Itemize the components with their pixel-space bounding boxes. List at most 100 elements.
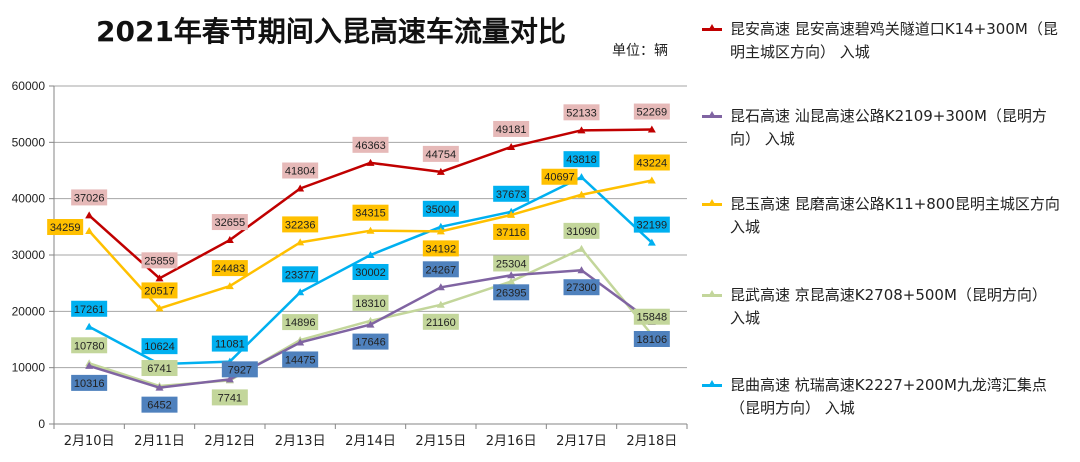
data-label: 37026 xyxy=(71,189,108,206)
data-label: 21160 xyxy=(422,313,459,330)
data-label: 10316 xyxy=(71,374,108,391)
data-label-text: 15848 xyxy=(637,312,668,324)
data-point-marker xyxy=(577,190,586,198)
data-label-text: 49181 xyxy=(496,124,527,136)
data-point-marker xyxy=(507,271,516,279)
data-label-text: 35004 xyxy=(426,204,457,216)
data-point-marker xyxy=(366,320,375,328)
data-label-bg xyxy=(563,222,600,239)
data-label-text: 37116 xyxy=(496,227,526,239)
data-label: 34259 xyxy=(47,219,84,236)
data-label-text: 30002 xyxy=(355,267,386,279)
data-label-bg xyxy=(282,162,319,179)
data-label-text: 41804 xyxy=(285,166,316,178)
data-point-marker xyxy=(647,238,656,246)
y-tick-label: 20000 xyxy=(12,304,46,318)
data-label: 23377 xyxy=(282,266,319,283)
data-label-text: 34315 xyxy=(355,208,386,220)
data-label-text: 14896 xyxy=(285,317,316,329)
data-label-text: 43818 xyxy=(566,154,597,166)
data-label: 18310 xyxy=(352,294,389,311)
data-label-bg xyxy=(282,216,319,233)
data-label-bg xyxy=(633,154,670,171)
data-label-text: 44754 xyxy=(426,149,457,161)
data-label: 31090 xyxy=(563,222,600,239)
x-tick-label: 2月18日 xyxy=(626,434,677,449)
data-point-marker xyxy=(155,383,164,391)
x-tick-label: 2月14日 xyxy=(345,434,396,449)
data-point-marker xyxy=(366,158,375,166)
data-point-marker xyxy=(296,338,305,346)
data-label: 37673 xyxy=(493,185,530,202)
axes: 0 10000 20000 30000 40000 50000 60000 2月10日 2月11… xyxy=(12,79,688,449)
data-label-bg xyxy=(352,263,389,280)
y-tick-label: 10000 xyxy=(12,361,46,375)
data-label: 52269 xyxy=(633,103,670,120)
legend-label: 昆石高速 汕昆高速公路K2109+300M（昆明方 向） 入城 xyxy=(730,107,1047,148)
triangle-marker-icon xyxy=(708,199,716,206)
data-point-marker xyxy=(436,283,445,291)
data-label: 49181 xyxy=(493,120,530,137)
data-label: 7741 xyxy=(211,389,248,406)
data-label-bg xyxy=(141,360,178,377)
x-tick-label: 2月16日 xyxy=(486,434,537,449)
data-label-text: 46363 xyxy=(355,140,386,152)
data-label: 11081 xyxy=(211,335,248,352)
data-label-bg xyxy=(352,333,389,350)
data-point-marker xyxy=(366,316,375,324)
data-label-bg xyxy=(221,361,258,378)
data-label-bg xyxy=(633,308,670,325)
triangle-marker-icon xyxy=(708,290,716,297)
data-label-text: 34259 xyxy=(50,222,81,234)
data-label-text: 18106 xyxy=(637,334,668,346)
data-label-text: 24483 xyxy=(215,263,246,275)
data-point-marker xyxy=(647,176,656,184)
data-label: 30002 xyxy=(352,263,389,280)
x-tick-label: 2月10日 xyxy=(64,434,115,449)
data-label: 32655 xyxy=(211,214,248,231)
data-label-text: 52133 xyxy=(566,107,597,119)
data-label: 10624 xyxy=(141,338,178,355)
unit-label: 单位：辆 xyxy=(612,43,668,59)
data-label-text: 17261 xyxy=(74,304,105,316)
triangle-marker-icon xyxy=(708,24,716,31)
data-label: 37116 xyxy=(493,223,530,240)
x-tick-label: 2月17日 xyxy=(556,434,607,449)
data-label-bg xyxy=(141,338,178,355)
data-label-bg xyxy=(563,104,600,121)
data-point-marker xyxy=(225,236,234,244)
data-label-text: 27300 xyxy=(566,282,597,294)
data-label: 35004 xyxy=(422,200,459,217)
data-label: 25859 xyxy=(141,252,178,269)
data-point-marker xyxy=(436,222,445,230)
data-point-marker xyxy=(85,361,94,369)
y-tick-label: 40000 xyxy=(12,192,46,206)
data-label-bg xyxy=(71,374,108,391)
data-point-marker xyxy=(296,288,305,296)
data-label-text: 25304 xyxy=(496,258,527,270)
data-label-bg xyxy=(422,313,459,330)
data-label-text: 6741 xyxy=(147,363,171,375)
data-point-marker xyxy=(577,266,586,274)
data-point-marker xyxy=(155,304,164,312)
data-label: 17261 xyxy=(71,300,108,317)
data-label-bg xyxy=(493,120,530,137)
data-label: 6452 xyxy=(141,396,178,413)
data-label-bg xyxy=(422,240,459,257)
data-label: 6741 xyxy=(141,360,178,377)
data-label: 34315 xyxy=(352,204,389,221)
data-label-text: 10316 xyxy=(74,378,105,390)
data-label-text: 37026 xyxy=(74,192,105,204)
data-label-text: 25859 xyxy=(144,255,175,267)
y-tick-label: 60000 xyxy=(12,79,46,93)
data-label-text: 7927 xyxy=(228,364,252,376)
data-label-bg xyxy=(563,151,600,168)
data-label-text: 31090 xyxy=(566,226,597,238)
data-label-bg xyxy=(541,168,578,185)
data-label: 34192 xyxy=(422,240,459,257)
data-label-text: 14475 xyxy=(285,354,316,366)
data-label-text: 40697 xyxy=(544,172,575,184)
data-label: 43818 xyxy=(563,151,600,168)
data-point-marker xyxy=(366,250,375,258)
data-label: 40697 xyxy=(541,168,578,185)
